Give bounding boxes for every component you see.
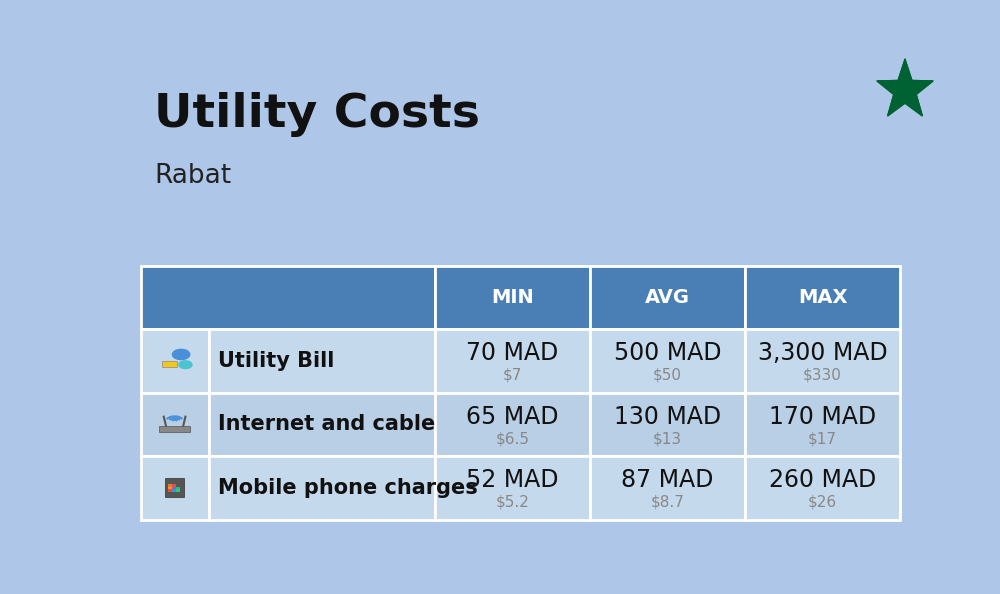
Bar xyxy=(435,456,590,520)
Bar xyxy=(162,361,177,367)
Text: Utility Costs: Utility Costs xyxy=(154,92,480,137)
Text: 52 MAD: 52 MAD xyxy=(466,468,559,492)
Text: $5.2: $5.2 xyxy=(496,495,529,510)
Bar xyxy=(176,489,180,492)
Text: MAX: MAX xyxy=(798,288,847,307)
Text: Utility Bill: Utility Bill xyxy=(218,351,334,371)
Bar xyxy=(176,486,180,489)
Text: $6.5: $6.5 xyxy=(496,431,530,447)
Text: AVG: AVG xyxy=(645,288,690,307)
Bar xyxy=(168,489,172,492)
Bar xyxy=(209,329,435,393)
Text: Mobile phone charges: Mobile phone charges xyxy=(218,478,478,498)
Bar xyxy=(168,484,172,486)
Bar xyxy=(745,393,900,456)
Bar xyxy=(590,329,745,393)
Bar xyxy=(172,484,176,486)
Text: $330: $330 xyxy=(803,368,842,383)
Bar xyxy=(165,478,184,497)
Text: 3,300 MAD: 3,300 MAD xyxy=(758,341,887,365)
Bar xyxy=(435,393,590,456)
Text: Rabat: Rabat xyxy=(154,163,232,189)
Circle shape xyxy=(172,349,190,359)
Text: $13: $13 xyxy=(653,431,682,447)
Bar xyxy=(209,393,435,456)
Circle shape xyxy=(179,361,192,368)
Bar xyxy=(172,486,176,489)
Text: 170 MAD: 170 MAD xyxy=(769,405,876,429)
Text: 130 MAD: 130 MAD xyxy=(614,405,721,429)
Text: Internet and cable: Internet and cable xyxy=(218,415,435,434)
Text: MIN: MIN xyxy=(491,288,534,307)
Text: $17: $17 xyxy=(808,431,837,447)
Bar xyxy=(140,456,209,520)
Text: 87 MAD: 87 MAD xyxy=(621,468,714,492)
Bar xyxy=(745,329,900,393)
Text: 260 MAD: 260 MAD xyxy=(769,468,876,492)
Text: 70 MAD: 70 MAD xyxy=(466,341,559,365)
Text: 65 MAD: 65 MAD xyxy=(466,405,559,429)
Bar xyxy=(140,329,209,393)
Text: $26: $26 xyxy=(808,495,837,510)
Bar xyxy=(590,266,745,329)
Bar xyxy=(209,456,435,520)
Bar xyxy=(168,486,172,489)
Text: $7: $7 xyxy=(503,368,522,383)
Text: $8.7: $8.7 xyxy=(651,495,684,510)
Text: 500 MAD: 500 MAD xyxy=(614,341,721,365)
Polygon shape xyxy=(877,59,933,116)
Bar xyxy=(435,329,590,393)
Bar xyxy=(745,266,900,329)
Bar xyxy=(140,266,435,329)
Bar xyxy=(435,266,590,329)
Text: $50: $50 xyxy=(653,368,682,383)
Bar xyxy=(590,393,745,456)
Bar xyxy=(159,425,190,432)
Bar xyxy=(745,456,900,520)
Bar xyxy=(590,456,745,520)
Bar xyxy=(140,393,209,456)
Bar xyxy=(172,489,176,492)
